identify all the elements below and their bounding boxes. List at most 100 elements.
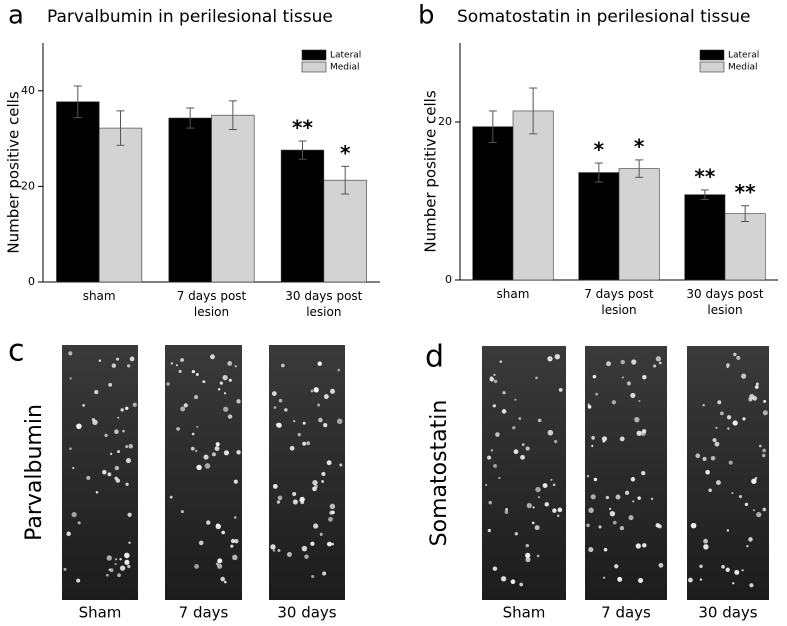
- cell-dot: [127, 512, 132, 517]
- cell-dot: [180, 358, 184, 362]
- cell-dot: [215, 442, 220, 447]
- cell-dot: [642, 543, 647, 548]
- y-tick-label: 0: [28, 275, 35, 288]
- cell-dot: [733, 352, 737, 357]
- cell-dot: [702, 456, 707, 461]
- cell-dot: [115, 478, 121, 483]
- cell-dot: [337, 368, 341, 372]
- cell-dot: [217, 558, 223, 564]
- cell-dot: [487, 528, 491, 533]
- cell-dot: [746, 545, 749, 548]
- cell-dot: [178, 369, 182, 373]
- cell-dot: [313, 387, 319, 393]
- cell-dot: [117, 573, 121, 578]
- cell-dot: [655, 356, 662, 362]
- cell-dot: [114, 465, 120, 471]
- cell-dot: [101, 469, 107, 475]
- y-axis-label: Number positive cells: [422, 90, 440, 252]
- cell-dot: [224, 580, 227, 584]
- cell-dot: [637, 577, 644, 584]
- cell-dot: [749, 393, 755, 400]
- cell-dot: [762, 448, 767, 453]
- cell-dot: [534, 525, 540, 531]
- cell-dot: [588, 507, 594, 514]
- cell-dot: [587, 403, 590, 406]
- cell-dot: [304, 554, 309, 559]
- cell-dot: [586, 475, 590, 478]
- cell-dot: [312, 479, 318, 486]
- cell-dot: [488, 500, 492, 505]
- cell-dot: [227, 361, 233, 366]
- cell-dot: [223, 392, 227, 395]
- cell-dot: [234, 365, 237, 368]
- cell-dot: [612, 520, 617, 525]
- cell-dot: [502, 391, 506, 395]
- cell-dot: [219, 381, 223, 385]
- cell-dot: [277, 548, 281, 552]
- x-tick-label: 30 days post lesion: [285, 289, 362, 319]
- cell-dot: [690, 522, 697, 529]
- cell-dot: [615, 494, 621, 500]
- cell-dot: [323, 423, 328, 428]
- cell-dot: [695, 453, 701, 459]
- cell-dot: [626, 381, 631, 386]
- cell-dot: [558, 387, 563, 392]
- x-tick-label: sham: [497, 287, 530, 301]
- cell-dot: [699, 578, 703, 581]
- cell-dot: [492, 566, 498, 571]
- cell-dot: [498, 476, 501, 480]
- cell-dot: [223, 406, 229, 412]
- cell-dot: [215, 523, 220, 528]
- cell-dot: [606, 361, 612, 367]
- cell-dot: [310, 389, 314, 393]
- micrograph-caption: 30 days: [277, 604, 336, 622]
- cell-dot: [271, 391, 277, 396]
- cell-dot: [705, 469, 710, 475]
- cell-dot: [510, 579, 516, 585]
- cell-dot: [699, 564, 703, 569]
- cell-dot: [536, 554, 540, 558]
- cell-dot: [736, 355, 741, 360]
- error-bar: [529, 87, 538, 135]
- micrograph: [269, 345, 345, 600]
- cell-dot: [741, 569, 744, 572]
- cell-dot: [293, 420, 296, 423]
- bar: [618, 168, 660, 281]
- cell-dot: [306, 441, 311, 446]
- cell-dot: [734, 569, 740, 575]
- cell-dot: [741, 373, 747, 379]
- cell-dot: [125, 406, 129, 410]
- cell-dot: [280, 363, 285, 368]
- cell-dot: [519, 582, 524, 587]
- cell-dot: [710, 455, 716, 461]
- significance-label: *: [634, 134, 645, 158]
- error-bar: [741, 205, 750, 223]
- cell-dot: [632, 500, 635, 503]
- cell-dot: [762, 507, 767, 512]
- cell-dot: [717, 400, 722, 405]
- cell-dot: [302, 421, 306, 425]
- bar: [211, 114, 255, 283]
- cell-dot: [595, 392, 599, 396]
- micrograph-caption: 30 days: [698, 604, 757, 622]
- cell-dot: [641, 429, 647, 434]
- cell-dot: [721, 564, 725, 569]
- cell-dot: [521, 443, 525, 446]
- cell-dot: [125, 458, 132, 464]
- cell-dot: [321, 471, 326, 477]
- cell-dot: [726, 529, 730, 532]
- bar: [724, 213, 766, 281]
- cell-dot: [276, 500, 281, 504]
- cell-dot: [762, 453, 766, 458]
- cell-dot: [190, 446, 195, 451]
- bar: [168, 117, 212, 283]
- error-bar: [228, 100, 237, 131]
- cell-dot: [206, 520, 211, 525]
- error-bar: [298, 140, 307, 160]
- cell-dot: [328, 516, 333, 522]
- cell-dot: [720, 411, 724, 416]
- cell-dot: [552, 483, 556, 487]
- cell-dot: [191, 432, 195, 436]
- cell-dot: [611, 400, 617, 405]
- cell-dot: [532, 506, 535, 509]
